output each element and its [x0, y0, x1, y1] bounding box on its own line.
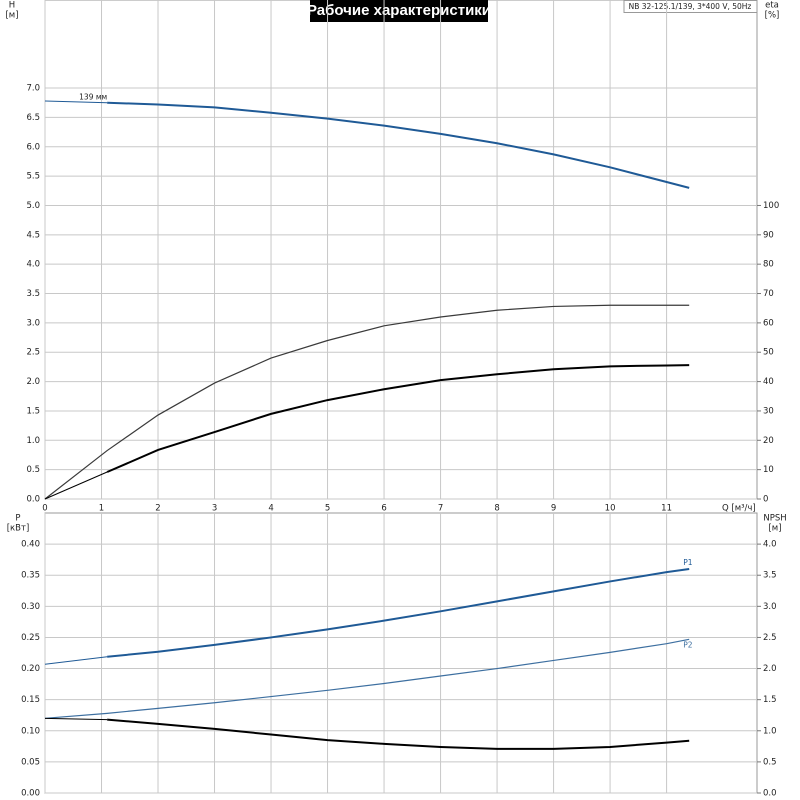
series-line: [107, 718, 690, 750]
y2-tick-label: 1.5: [763, 695, 777, 705]
y-tick-label: 5.0: [26, 201, 40, 211]
y-tick-label: 0.40: [21, 540, 40, 550]
y-tick-label: 6.0: [26, 142, 40, 152]
y2-tick-label: 10: [763, 465, 774, 475]
y2-tick-label: 40: [763, 377, 774, 387]
series-label: P2: [683, 640, 693, 649]
series-line: [44, 638, 690, 719]
y2-tick-label: 100: [763, 201, 779, 211]
y2-tick-label: 0: [763, 495, 768, 505]
y2-tick-label: 70: [763, 289, 774, 299]
y-tick-label: 1.0: [26, 436, 40, 446]
y-axis-label: P: [15, 514, 20, 524]
y-tick-label: 3.5: [26, 289, 40, 299]
y-tick-label: 0.30: [21, 602, 40, 612]
y-tick-label: 0.35: [21, 571, 40, 581]
y-axis-unit: [м]: [5, 11, 18, 21]
x-tick-label: 8: [494, 504, 499, 514]
y2-tick-label: 50: [763, 348, 774, 358]
y-tick-label: 2.0: [26, 377, 40, 387]
y2-tick-label: 2.0: [763, 664, 777, 674]
y2-tick-label: 20: [763, 436, 774, 446]
y2-tick-label: 0.5: [763, 757, 777, 767]
series-line: [44, 717, 108, 721]
series-line: [44, 471, 108, 500]
series-line: [44, 100, 108, 104]
x-tick-label: 10: [605, 504, 616, 514]
x-tick-label: 4: [268, 504, 273, 514]
y-tick-label: 7.0: [26, 84, 40, 94]
series-label: P1: [683, 558, 693, 567]
y-tick-label: 3.0: [26, 318, 40, 328]
y-axis-unit: [кВт]: [7, 524, 30, 534]
series-line: [106, 364, 690, 473]
y-tick-label: 0.05: [21, 757, 40, 767]
y2-tick-label: 30: [763, 406, 774, 416]
y2-tick-label: 90: [763, 230, 774, 240]
y-tick-label: 6.5: [26, 113, 40, 123]
y-tick-label: 0.20: [21, 664, 40, 674]
series-line: [44, 656, 108, 665]
chart-title: Рабочие характеристики: [307, 2, 491, 19]
y2-axis-unit: [%]: [765, 11, 780, 21]
y2-tick-label: 1.0: [763, 726, 777, 736]
x-tick-label: 1: [99, 504, 104, 514]
y-tick-label: 0.0: [26, 495, 40, 505]
y2-tick-label: 3.0: [763, 602, 777, 612]
x-tick-label: 9: [551, 504, 556, 514]
y-tick-label: 4.0: [26, 260, 40, 270]
y2-axis-unit: [м]: [768, 524, 781, 534]
y-tick-label: 5.5: [26, 172, 40, 182]
y2-tick-label: 2.5: [763, 633, 777, 643]
x-tick-label: 5: [325, 504, 330, 514]
y2-tick-label: 80: [763, 260, 774, 270]
x-axis-label: Q [м³/ч]: [722, 504, 756, 514]
y2-axis-label: NPSH: [763, 514, 786, 524]
y2-tick-label: 60: [763, 318, 774, 328]
series-label: 139 мм: [79, 93, 107, 102]
series-line: [107, 101, 690, 189]
y-tick-label: 4.5: [26, 230, 40, 240]
y-tick-label: 0.10: [21, 726, 40, 736]
x-tick-label: 6: [381, 504, 386, 514]
y-tick-label: 0.00: [21, 789, 40, 799]
y2-tick-label: 3.5: [763, 571, 777, 581]
x-tick-label: 0: [42, 504, 47, 514]
series-line: [44, 304, 690, 500]
y-tick-label: 0.25: [21, 633, 40, 643]
y2-axis-label: eta: [765, 1, 779, 11]
y-tick-label: 2.5: [26, 348, 40, 358]
x-tick-label: 2: [155, 504, 160, 514]
plot-frame: [44, 0, 758, 500]
title-box: [310, 0, 488, 22]
x-tick-label: 7: [438, 504, 443, 514]
y-tick-label: 1.5: [26, 406, 40, 416]
model-label: NB 32-125.1/139, 3*400 V, 50Hz: [629, 2, 752, 11]
y-axis-label: H: [9, 1, 15, 11]
model-box: [623, 0, 758, 13]
y-tick-label: 0.5: [26, 465, 40, 475]
y2-tick-label: 0.0: [763, 789, 777, 799]
y2-tick-label: 4.0: [763, 540, 777, 550]
x-tick-label: 3: [212, 504, 217, 514]
x-tick-label: 11: [661, 504, 672, 514]
series-line: [107, 568, 690, 658]
y-tick-label: 0.15: [21, 695, 40, 705]
